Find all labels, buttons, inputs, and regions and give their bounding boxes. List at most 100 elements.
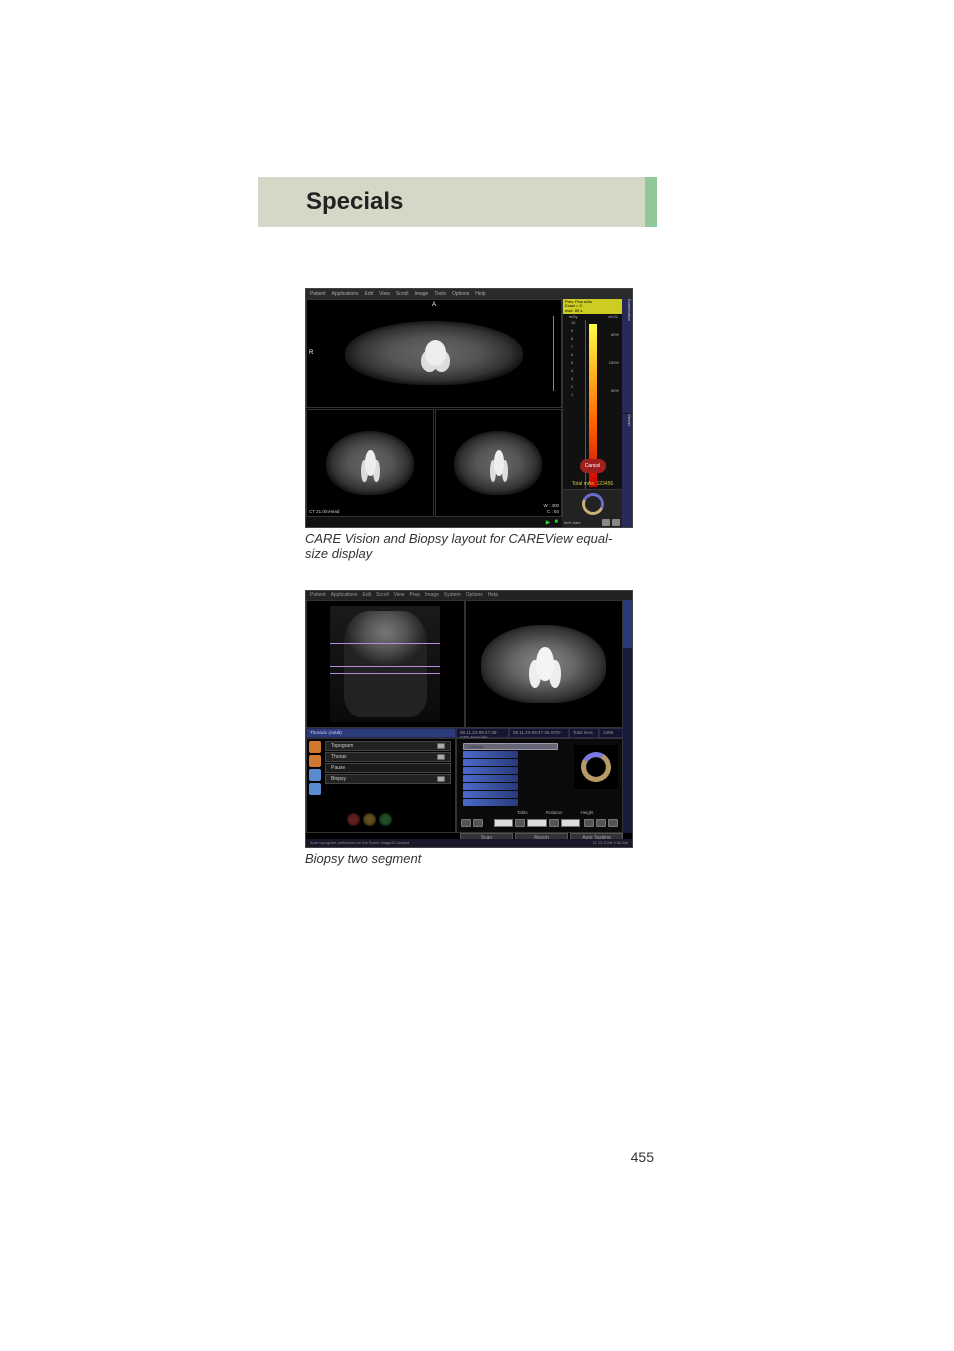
figure-care-vision-screenshot: Patient Applications Edit View Scroll Im… xyxy=(305,288,633,528)
window-center: C : 50 xyxy=(547,509,559,514)
status-datetime: 11.23.2008 9:36 AM xyxy=(592,840,628,846)
small-button[interactable] xyxy=(515,819,525,827)
menu-item[interactable]: View xyxy=(379,291,390,297)
window-width: W : 300 xyxy=(543,503,559,508)
ct-slice-icon xyxy=(481,625,606,703)
menu-item[interactable]: System xyxy=(444,592,461,599)
row-control-icon[interactable] xyxy=(437,743,445,749)
menu-item[interactable]: Image xyxy=(414,291,428,297)
stop-icon[interactable]: ■ xyxy=(554,519,558,525)
tab-examination[interactable] xyxy=(623,600,632,648)
menu-item[interactable]: Patient xyxy=(310,592,326,599)
value-field[interactable] xyxy=(494,819,513,827)
plan-line[interactable] xyxy=(330,666,440,667)
next-button[interactable] xyxy=(612,519,620,526)
ct-slice-icon xyxy=(454,431,542,495)
scan-row[interactable] xyxy=(463,783,518,790)
side-tab[interactable] xyxy=(309,783,321,795)
menu-item[interactable]: Tools xyxy=(434,291,446,297)
dose-line: max. 80 s xyxy=(565,309,620,313)
scan-row-selected[interactable]: 1 Biopsy xyxy=(463,743,558,750)
protocol-row-biopsy[interactable]: Biopsy xyxy=(325,774,451,784)
footer-info: birth date xyxy=(564,520,600,525)
small-button[interactable] xyxy=(461,819,471,827)
menu-item[interactable]: Applications xyxy=(332,291,359,297)
dose-tick: 10 xyxy=(571,320,575,325)
tab-examination[interactable]: Examination xyxy=(622,299,632,413)
topogram-view[interactable] xyxy=(306,600,465,728)
menu-item[interactable]: Options xyxy=(466,592,483,599)
side-tick: 100% xyxy=(609,360,619,365)
ct-view-bottom-left[interactable]: CT 21.0\nHead xyxy=(306,409,434,518)
tab-viewer[interactable]: Viewer xyxy=(622,414,632,528)
menu-item[interactable]: Image xyxy=(425,592,439,599)
prev-button[interactable] xyxy=(602,519,610,526)
dose-magnitude: x0.01 xyxy=(608,314,618,319)
menu-item[interactable]: Prep xyxy=(409,592,420,599)
side-tab[interactable] xyxy=(309,769,321,781)
menu-item[interactable]: View xyxy=(394,592,405,599)
traffic-red-icon[interactable] xyxy=(347,813,360,826)
scan-row[interactable] xyxy=(463,751,518,758)
side-tab[interactable] xyxy=(309,755,321,767)
ct-view-bottom-right[interactable]: W : 300 C : 50 xyxy=(435,409,563,518)
control-headers: Table Rotation Height xyxy=(517,810,618,818)
series-info: CT 21.0\nHead xyxy=(309,509,339,514)
protocol-name[interactable]: Thoracic (Adult) xyxy=(306,728,456,738)
menu-item[interactable]: Scroll xyxy=(376,592,389,599)
row-control-icon[interactable] xyxy=(437,754,445,760)
small-button[interactable] xyxy=(584,819,594,827)
play-icon[interactable]: ▶ xyxy=(546,519,551,526)
gantry-ring-icon xyxy=(578,489,606,517)
cancel-label: Cancel xyxy=(585,463,601,469)
small-button[interactable] xyxy=(608,819,618,827)
menu-item[interactable]: Help xyxy=(475,291,485,297)
protocol-row-thorax[interactable]: Thorax xyxy=(325,752,451,762)
plan-line[interactable] xyxy=(330,643,440,644)
axial-view[interactable] xyxy=(465,600,624,728)
fig1-media-controls: birth date xyxy=(562,517,622,527)
study-id: 08.11.23-09:47.35-STD-Specials Trauma@27 xyxy=(456,728,509,738)
orientation-label-r: R xyxy=(309,350,313,356)
side-tab[interactable] xyxy=(309,741,321,753)
protocol-row-pause[interactable]: Pause xyxy=(325,763,451,773)
ct-view-top[interactable]: A R xyxy=(306,299,562,408)
scan-row[interactable] xyxy=(463,775,518,782)
scan-list: 1 Biopsy xyxy=(463,743,583,807)
small-button[interactable] xyxy=(596,819,606,827)
menu-item[interactable]: Patient xyxy=(310,291,326,297)
menu-item[interactable]: Applications xyxy=(331,592,358,599)
traffic-green-icon[interactable] xyxy=(379,813,392,826)
value-field[interactable] xyxy=(561,819,580,827)
scan-row[interactable] xyxy=(463,767,518,774)
menu-item[interactable]: Options xyxy=(452,291,469,297)
chapter-header-accent xyxy=(645,177,657,227)
status-text: Auto topogram performed on the Same Imag… xyxy=(310,840,409,846)
scan-row[interactable] xyxy=(463,759,518,766)
dose-tick: 2 xyxy=(571,384,573,389)
fig1-bottombar: ▶ ■ xyxy=(306,517,562,527)
scan-row[interactable] xyxy=(463,799,518,806)
row-control-icon[interactable] xyxy=(437,776,445,782)
menu-item[interactable]: Scroll xyxy=(396,291,409,297)
traffic-yellow-icon[interactable] xyxy=(363,813,376,826)
dose-tick: 4 xyxy=(571,368,573,373)
fig2-statusbar: Auto topogram performed on the Same Imag… xyxy=(306,839,632,847)
value-field[interactable] xyxy=(527,819,546,827)
scan-row[interactable] xyxy=(463,791,518,798)
small-button[interactable] xyxy=(549,819,559,827)
figure1-caption: CARE Vision and Biopsy layout for CAREVi… xyxy=(305,532,635,562)
protocol-row-topogram[interactable]: Topogram xyxy=(325,741,451,751)
cancel-button[interactable]: Cancel xyxy=(580,459,606,473)
ct-slice-icon xyxy=(345,321,523,385)
side-tick: 60% xyxy=(611,332,619,337)
topogram-image-icon xyxy=(330,606,440,722)
small-button[interactable] xyxy=(473,819,483,827)
plan-line[interactable] xyxy=(330,673,440,674)
menu-item[interactable]: Edit xyxy=(365,291,374,297)
menu-item[interactable]: Edit xyxy=(363,592,372,599)
scan-row-label: 1 Biopsy xyxy=(468,744,483,749)
menu-item[interactable]: Help xyxy=(488,592,498,599)
hdr-rotation: Rotation xyxy=(546,810,563,818)
figure2-caption: Biopsy two segment xyxy=(305,852,635,867)
